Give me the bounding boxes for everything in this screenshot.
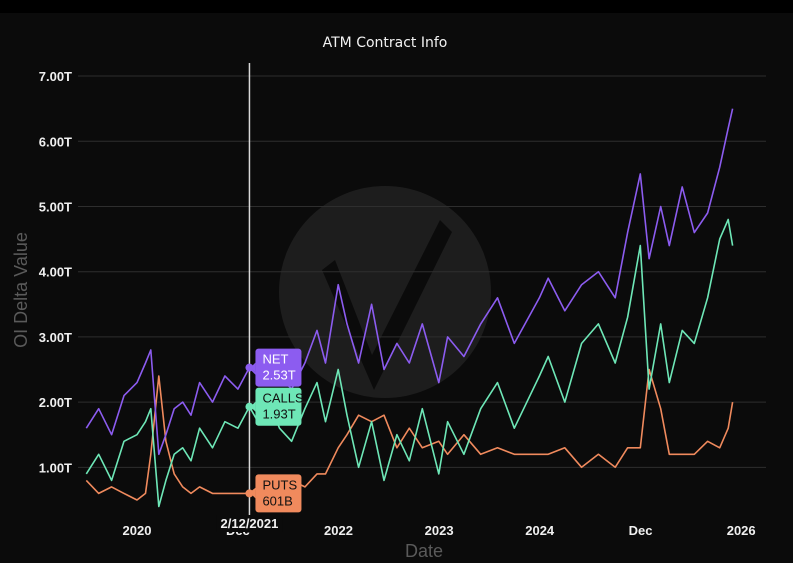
hover-series-value: 1.93T: [262, 407, 295, 422]
y-axis: 1.00T 2.00T 3.00T 4.00T 5.00T 6.00T 7.00T: [39, 69, 72, 475]
hover-series-value: 601B: [262, 493, 292, 508]
chart-title: ATM Contract Info: [323, 35, 448, 51]
x-tick-label: 2023: [425, 523, 454, 538]
x-tick-label: 2020: [123, 523, 152, 538]
x-tick-label: 2026: [727, 523, 756, 538]
x-axis: 2020Dec202220232024Dec2026: [123, 523, 756, 538]
y-axis-title: OI Delta Value: [11, 232, 31, 348]
series-line-net: [85, 108, 734, 456]
logo-watermark: [279, 186, 491, 398]
y-tick-label: 5.00T: [39, 199, 72, 214]
y-tick-label: 1.00T: [39, 460, 72, 475]
y-tick-label: 6.00T: [39, 134, 72, 149]
chart-background: [0, 13, 793, 563]
hover-date-label: 2/12/2021: [221, 516, 279, 531]
hover-series-name: NET: [262, 352, 288, 367]
series-lines: [85, 108, 734, 508]
y-tick-label: 4.00T: [39, 265, 72, 280]
hover-series-name: PUTS: [262, 477, 297, 492]
x-axis-title: Date: [405, 541, 443, 561]
hover-series-value: 2.53T: [262, 368, 295, 383]
hover-date-bg: [216, 515, 283, 532]
top-bar: [0, 0, 793, 13]
series-line-calls: [85, 218, 734, 508]
hover-series-name: CALLS: [262, 391, 304, 406]
y-tick-label: 3.00T: [39, 330, 72, 345]
gridlines: [78, 75, 766, 468]
hover-point-net: [245, 363, 254, 372]
x-tick-label: 2022: [324, 523, 353, 538]
hover-point-puts: [245, 489, 254, 498]
y-tick-label: 7.00T: [39, 69, 72, 84]
y-tick-label: 2.00T: [39, 395, 72, 410]
x-tick-label: Dec: [629, 523, 653, 538]
x-tick-label: 2024: [525, 523, 555, 538]
hover-point-calls: [245, 402, 254, 411]
